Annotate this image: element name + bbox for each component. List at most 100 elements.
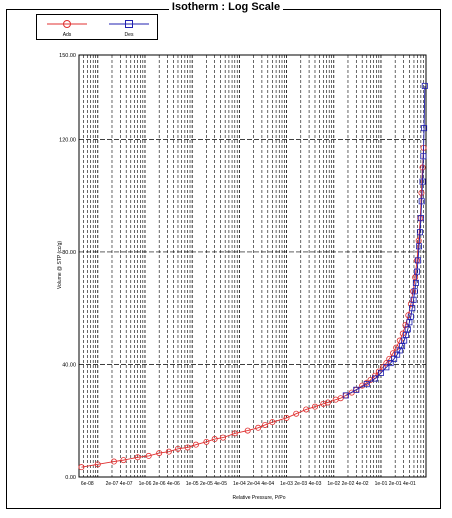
- y-tick-label: 80.00: [62, 250, 76, 256]
- des-point: [418, 198, 425, 205]
- ads-point: [412, 274, 419, 281]
- x-tick-label: 2e-04: [247, 481, 260, 487]
- des-point: [413, 268, 420, 275]
- ads-point: [120, 457, 127, 464]
- y-tick-labels: 0.00 40.00 80.00 120.00 150.00: [59, 53, 76, 481]
- x-tick-labels: 6e-08 2e-07 4e-07 1e-06 2e-06 4e-06 1e-05 2e-05…: [81, 481, 416, 487]
- x-axis-label: Relative Pressure, P/Po: [232, 495, 285, 501]
- x-tick-label: 4e-06: [167, 481, 180, 487]
- des-line: [345, 85, 426, 396]
- legend-des-marker: [125, 20, 133, 28]
- x-tick-label: 6e-08: [81, 481, 94, 487]
- x-tick-label: 4e-04: [261, 481, 274, 487]
- ads-point: [231, 430, 238, 437]
- ads-point: [220, 434, 227, 441]
- series-des: [342, 82, 428, 399]
- ads-point: [255, 424, 262, 431]
- des-point: [416, 243, 423, 250]
- ads-point: [269, 419, 276, 426]
- y-tick-label: 150.00: [59, 53, 76, 59]
- ads-point: [375, 368, 382, 375]
- des-point: [391, 355, 398, 362]
- ads-point: [396, 337, 403, 344]
- ads-point: [293, 410, 300, 417]
- des-point: [406, 319, 413, 326]
- ads-point: [262, 421, 269, 428]
- des-point: [411, 288, 418, 295]
- ads-point: [244, 427, 251, 434]
- x-tick-label: 4e-02: [356, 481, 369, 487]
- x-tick-label: 4e-05: [214, 481, 227, 487]
- ads-point: [192, 441, 199, 448]
- ads-point: [303, 406, 310, 413]
- ads-point: [379, 364, 386, 371]
- des-point: [383, 364, 390, 371]
- des-point: [342, 392, 349, 399]
- x-tick-label: 2e-05: [200, 481, 213, 487]
- ads-point: [174, 445, 181, 452]
- des-point: [394, 351, 401, 358]
- legend-ads-label: Ads: [63, 32, 72, 38]
- legend-graphic: Ads Des: [47, 20, 149, 38]
- legend: Ads Des: [36, 14, 158, 40]
- chart-title: Isotherm : Log Scale: [0, 1, 452, 13]
- des-point: [363, 381, 370, 388]
- x-tick-label: 1e-04: [233, 481, 246, 487]
- des-point: [404, 326, 411, 333]
- des-point: [420, 153, 427, 160]
- ads-point: [165, 448, 172, 455]
- ads-point: [311, 403, 318, 410]
- ads-point: [145, 452, 152, 459]
- des-point: [421, 82, 428, 89]
- y-tick-label: 0.00: [65, 475, 76, 481]
- ads-point: [110, 458, 117, 465]
- x-tick-label: 1e-06: [139, 481, 152, 487]
- des-point: [372, 375, 379, 382]
- des-point: [415, 257, 422, 264]
- y-tick-label: 40.00: [62, 362, 76, 368]
- ads-point: [94, 461, 101, 468]
- legend-ads-marker: [63, 20, 71, 28]
- y-tick-label: 120.00: [59, 137, 76, 143]
- axis-box: [78, 54, 427, 478]
- grid-lines: [78, 55, 427, 477]
- x-tick-label: 2e-01: [389, 481, 402, 487]
- ads-point: [415, 237, 422, 244]
- ads-point: [383, 360, 390, 367]
- ads-point: [324, 399, 331, 406]
- x-tick-label: 1e-01: [375, 481, 388, 487]
- des-point: [410, 296, 417, 303]
- x-tick-label: 2e-06: [153, 481, 166, 487]
- x-tick-label: 2e-02: [342, 481, 355, 487]
- x-tick-label: 4e-07: [120, 481, 133, 487]
- des-point: [412, 279, 419, 286]
- x-tick-label: 2e-03: [294, 481, 307, 487]
- ads-point: [78, 464, 85, 471]
- x-tick-label: 1e-05: [186, 481, 199, 487]
- ads-point: [156, 450, 163, 457]
- ads-line: [81, 147, 425, 468]
- x-tick-label: 4e-01: [403, 481, 416, 487]
- ads-point: [134, 454, 141, 461]
- legend-des-label: Des: [125, 32, 134, 38]
- ads-point: [211, 436, 218, 443]
- series-ads: [78, 144, 427, 471]
- des-point: [421, 125, 428, 132]
- ads-point: [399, 330, 406, 337]
- des-point: [416, 229, 423, 236]
- des-point: [401, 337, 408, 344]
- chart-title-text: Isotherm : Log Scale: [168, 1, 284, 13]
- des-point: [419, 178, 426, 185]
- des-point: [409, 305, 416, 312]
- x-tick-label: 1e-03: [280, 481, 293, 487]
- des-point: [403, 331, 410, 338]
- des-point: [407, 313, 414, 320]
- x-tick-label: 1e-02: [327, 481, 340, 487]
- ads-point: [184, 444, 191, 451]
- des-point: [417, 215, 424, 222]
- y-axis-label: Volume @ STP (cc/g): [57, 241, 63, 289]
- ads-point: [390, 350, 397, 357]
- ads-point: [203, 438, 210, 445]
- ads-point: [283, 414, 290, 421]
